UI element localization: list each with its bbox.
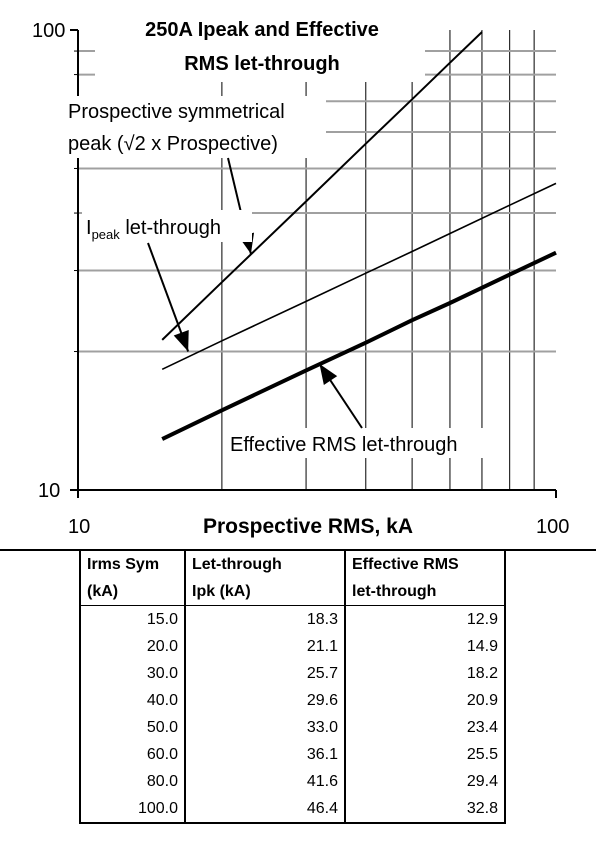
chart-title: 250A Ipeak and Effective RMS let-through [95, 10, 425, 82]
table-spacer [0, 714, 80, 741]
table-spacer [0, 687, 80, 714]
table-cell: 20.9 [344, 687, 506, 714]
table-header-cell: Ipk (kA) [184, 578, 345, 606]
title-line-2: RMS let-through [184, 53, 340, 75]
table-spacer [505, 606, 596, 634]
annotation-prospective-line-2: peak (√2 x Prospective) [68, 133, 278, 155]
annotation-background [82, 210, 252, 242]
x-axis-label: Prospective RMS, kA [203, 515, 413, 538]
table-cell: 20.0 [79, 633, 185, 660]
table-row: 100.0 46.4 32.8 [0, 795, 596, 824]
table-row: Irms Sym Let-through Effective RMS [0, 549, 596, 578]
table-row: (kA) Ipk (kA) let-through [0, 578, 596, 606]
table-cell: 18.3 [184, 605, 345, 633]
table-spacer [0, 768, 80, 795]
table-cell: 29.6 [184, 687, 345, 714]
table-cell: 36.1 [184, 741, 345, 768]
annotation-ipeak: Ipeak let-through [86, 217, 221, 242]
table-cell: 60.0 [79, 741, 185, 768]
table-spacer [505, 741, 596, 768]
annotation-effective-arrow-head [319, 363, 338, 385]
chart: 250A Ipeak and Effective RMS let-through… [32, 10, 570, 538]
table-cell: 25.7 [184, 660, 345, 687]
table-header-cell: Effective RMS [344, 549, 506, 578]
table-row: 60.0 36.1 25.5 [0, 741, 596, 768]
series-line-0 [161, 31, 483, 341]
table-spacer [0, 606, 80, 634]
table-spacer [0, 660, 80, 687]
table-row: 30.0 25.7 18.2 [0, 660, 596, 687]
annotation-ipeak-arrow-head [173, 329, 189, 352]
table-cell: 12.9 [344, 605, 506, 633]
table-cell: 80.0 [79, 768, 185, 795]
y-tick-label-bottom: 10 [38, 480, 60, 502]
table-row: 80.0 41.6 29.4 [0, 768, 596, 795]
table-spacer [0, 633, 80, 660]
table-spacer [505, 549, 596, 578]
x-tick-label-right: 100 [536, 516, 569, 538]
table-cell: 30.0 [79, 660, 185, 687]
series-line-1 [161, 182, 557, 371]
table-header-cell: Let-through [184, 549, 345, 578]
table-cell: 14.9 [344, 633, 506, 660]
table-header-cell: let-through [344, 578, 506, 606]
table-spacer [505, 714, 596, 741]
table-cell: 50.0 [79, 714, 185, 741]
x-tick-label-left: 10 [68, 516, 90, 538]
y-tick-label-top: 100 [32, 20, 65, 42]
title-line-1: 250A Ipeak and Effective [145, 19, 379, 41]
table-cell: 15.0 [79, 605, 185, 633]
table-cell: 23.4 [344, 714, 506, 741]
title-background [95, 10, 425, 82]
table-spacer [0, 549, 80, 578]
table-row: 50.0 33.0 23.4 [0, 714, 596, 741]
table-spacer [505, 633, 596, 660]
annotation-prospective-line-1: Prospective symmetrical [68, 101, 285, 123]
table-row: 15.0 18.3 12.9 [0, 605, 596, 634]
table-spacer [505, 795, 596, 823]
annotation-background [64, 96, 326, 158]
annotation-background [226, 428, 506, 458]
table-cell: 29.4 [344, 768, 506, 795]
table-cell: 25.5 [344, 741, 506, 768]
table-spacer [0, 578, 80, 606]
data-table: Irms Sym Let-through Effective RMS (kA) Ipk … [0, 549, 596, 824]
table-cell: 41.6 [184, 768, 345, 795]
series-lines [161, 31, 557, 441]
table-row: 40.0 29.6 20.9 [0, 687, 596, 714]
table-cell: 100.0 [79, 795, 185, 824]
table-spacer [505, 660, 596, 687]
table-spacer [505, 578, 596, 606]
table-cell: 32.8 [344, 795, 506, 824]
series-line-2 [161, 250, 557, 441]
table-header-cell: Irms Sym [79, 549, 185, 578]
tick-labels: 100 10 10 100 [32, 20, 569, 538]
annotation-effective-rms: Effective RMS let-through [230, 434, 458, 456]
table-spacer [505, 687, 596, 714]
table-header-cell: (kA) [79, 578, 185, 606]
annotations: Prospective symmetrical peak (√2 x Prospe… [64, 96, 506, 458]
table-row: 20.0 21.1 14.9 [0, 633, 596, 660]
table-spacer [0, 795, 80, 823]
table-cell: 33.0 [184, 714, 345, 741]
table-spacer [0, 741, 80, 768]
table-cell: 40.0 [79, 687, 185, 714]
table-cell: 21.1 [184, 633, 345, 660]
table-spacer [505, 768, 596, 795]
table-cell: 18.2 [344, 660, 506, 687]
table-cell: 46.4 [184, 795, 345, 824]
